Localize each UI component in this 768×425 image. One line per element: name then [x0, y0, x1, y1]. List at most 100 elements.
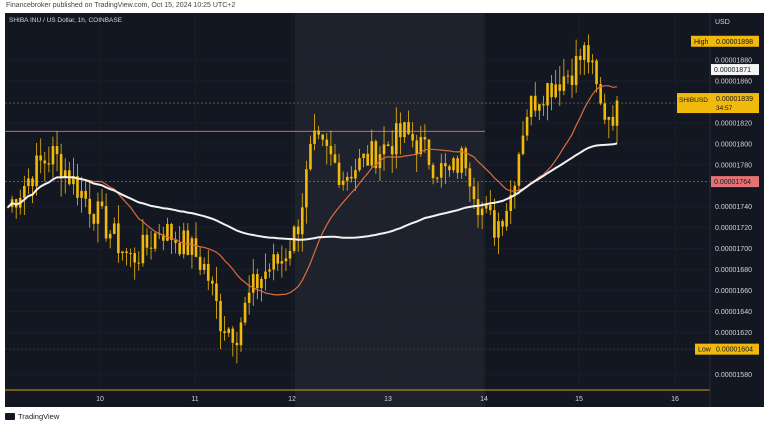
- candle: [153, 231, 157, 252]
- candle: [341, 171, 345, 191]
- price-tag: SHIBUSD 0.00001839 34:57: [677, 93, 759, 114]
- candle: [309, 135, 312, 171]
- candle: [599, 76, 602, 106]
- candle: [80, 176, 83, 213]
- candle: [439, 153, 443, 188]
- time-tick-label: 14: [480, 396, 488, 403]
- candle: [521, 121, 525, 156]
- candle: [354, 159, 357, 191]
- candle: [452, 156, 455, 173]
- candle: [382, 126, 386, 171]
- tradingview-logo-icon: [5, 412, 15, 420]
- chart-canvas[interactable]: SHIBA INU / US Dollar, 1h, COINBASE 0.00…: [5, 13, 764, 407]
- candle: [268, 263, 271, 278]
- candle: [546, 82, 549, 121]
- candle: [14, 198, 18, 219]
- footer-brand: TradingView: [18, 411, 60, 421]
- currency-label: USD: [715, 19, 730, 26]
- candle: [574, 39, 578, 93]
- candle: [497, 212, 500, 255]
- candle: [558, 66, 562, 106]
- candle: [329, 130, 333, 166]
- candle: [517, 152, 521, 195]
- candle: [435, 176, 439, 183]
- low-tag: Low 0.00001604: [695, 343, 759, 355]
- candle: [296, 219, 300, 252]
- candle: [137, 251, 141, 271]
- candle: [92, 213, 96, 231]
- price-tag-value: 0.00001839: [716, 96, 753, 103]
- candle: [403, 121, 406, 144]
- candle: [239, 317, 243, 352]
- low-tag-label: Low: [698, 347, 712, 354]
- price-tick-label: 0.00001620: [715, 330, 752, 337]
- time-tick-label: 10: [96, 396, 104, 403]
- candle: [415, 134, 419, 172]
- candle: [550, 74, 553, 111]
- ma-fast-tag-value: 0.00001871: [714, 67, 751, 74]
- candle: [51, 136, 55, 178]
- candle: [313, 113, 316, 151]
- candle: [583, 42, 586, 75]
- candle: [84, 181, 87, 208]
- candle: [501, 219, 504, 236]
- ma-slow-tag-value: 0.00001764: [714, 179, 751, 186]
- low-tag-value: 0.00001604: [716, 347, 753, 354]
- candle: [55, 131, 59, 172]
- candle: [243, 296, 247, 326]
- candle: [362, 153, 365, 168]
- candle: [587, 34, 590, 74]
- candle: [407, 110, 410, 136]
- candle: [35, 142, 38, 196]
- price-tick-label: 0.00001580: [715, 372, 752, 379]
- ma-slow-tag: 0.00001764: [711, 176, 759, 188]
- candle: [529, 95, 533, 126]
- candle: [288, 239, 292, 266]
- price-axis[interactable]: 0.00001880 0.00001860 0.00001820 0.00001800…: [715, 58, 752, 379]
- candle: [247, 275, 251, 315]
- candle: [129, 248, 132, 268]
- candle: [595, 58, 598, 93]
- candle: [374, 139, 378, 174]
- candle: [162, 226, 165, 251]
- candle: [23, 175, 26, 215]
- candle: [149, 230, 153, 260]
- candle: [542, 95, 545, 116]
- high-tag: High 0.00001898: [691, 35, 759, 47]
- candle: [47, 146, 51, 173]
- candle: [554, 69, 557, 99]
- candle: [525, 109, 529, 141]
- candle: [219, 293, 222, 350]
- candle: [333, 144, 337, 164]
- candle: [394, 107, 398, 169]
- candle: [178, 225, 181, 257]
- candle: [100, 189, 104, 210]
- candle: [611, 105, 615, 131]
- price-tick-label: 0.00001860: [715, 79, 752, 86]
- candle: [251, 259, 255, 306]
- candle: [215, 266, 218, 319]
- candle: [260, 276, 263, 302]
- candle: [423, 124, 427, 153]
- candle: [112, 217, 116, 235]
- candle: [325, 133, 329, 165]
- candle: [345, 172, 349, 191]
- instrument-label: SHIBA INU / US Dollar, 1h, COINBASE: [9, 17, 123, 24]
- candle: [566, 69, 570, 84]
- time-axis[interactable]: 10 11 12 13 14 15 16: [96, 396, 679, 403]
- candle: [538, 103, 541, 121]
- candle: [108, 230, 112, 249]
- candle: [444, 153, 447, 185]
- candle: [43, 151, 47, 182]
- candle: [464, 146, 468, 177]
- candle: [456, 155, 459, 179]
- price-tick-label: 0.00001720: [715, 225, 752, 232]
- candle: [141, 219, 145, 267]
- candle: [39, 138, 42, 174]
- candle: [317, 125, 320, 140]
- candle: [182, 222, 186, 259]
- candle: [358, 148, 361, 172]
- candle: [578, 48, 582, 75]
- candle: [227, 327, 231, 337]
- price-chart[interactable]: SHIBA INU / US Dollar, 1h, COINBASE 0.00…: [5, 13, 764, 407]
